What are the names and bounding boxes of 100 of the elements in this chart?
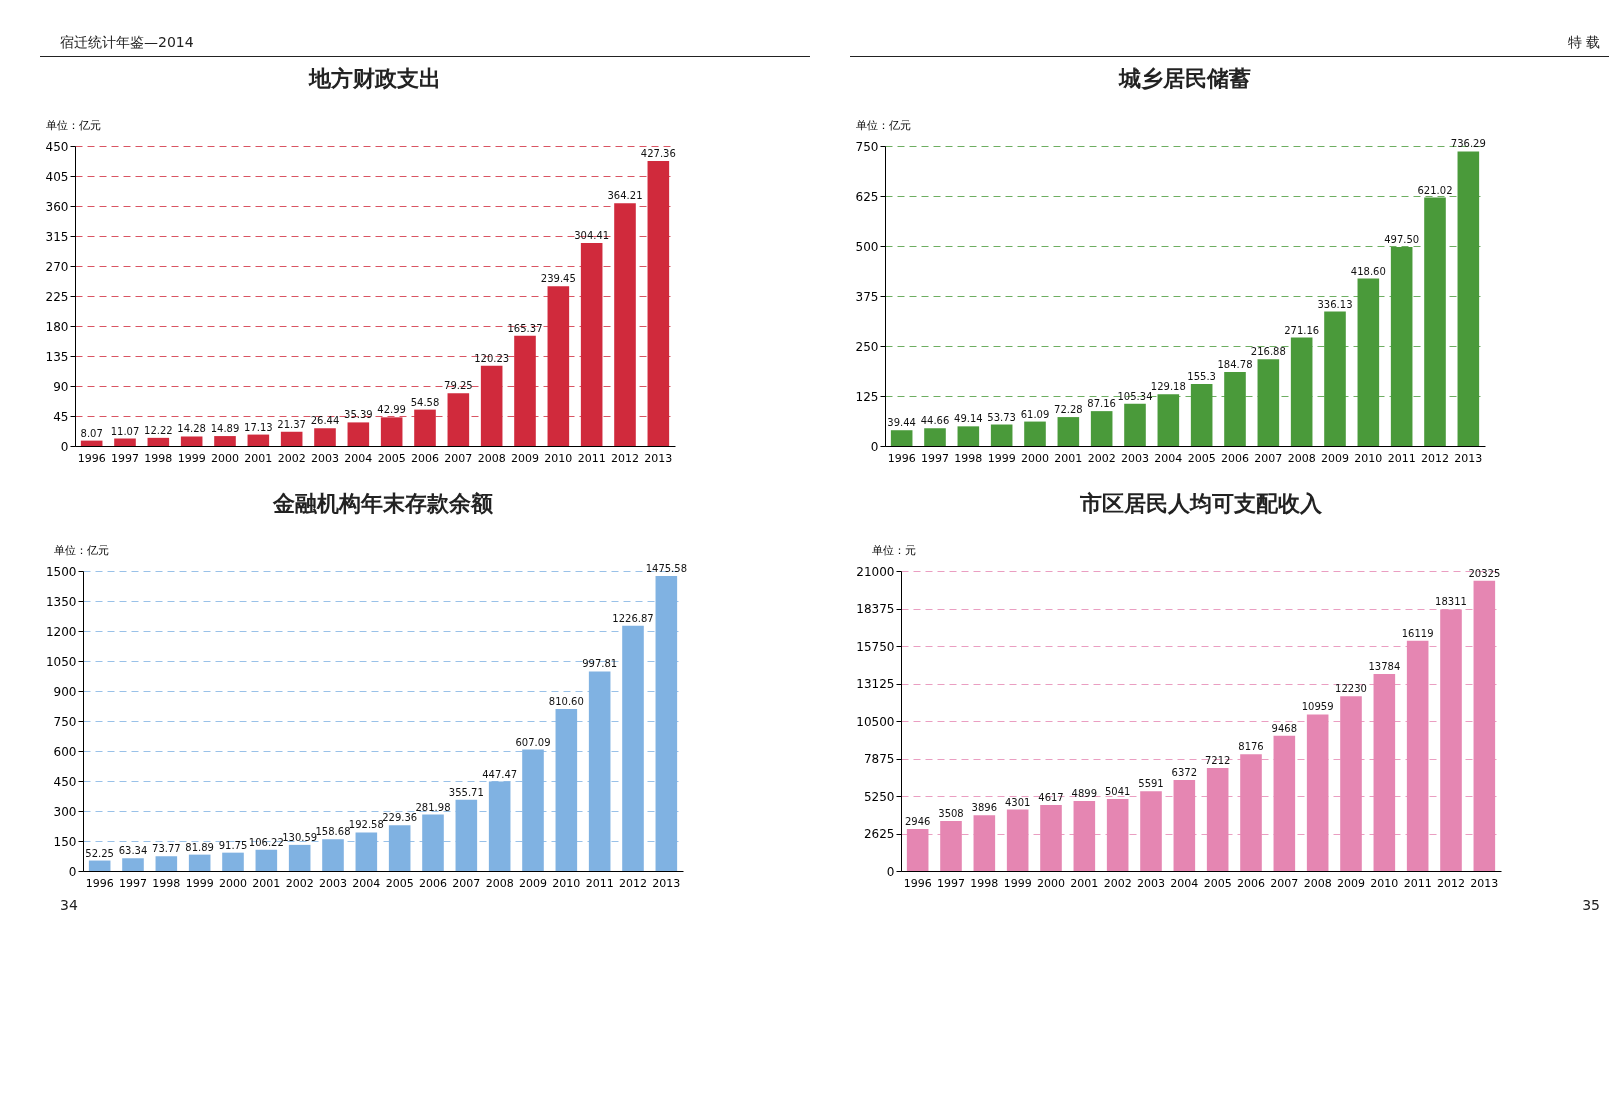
bar — [188, 854, 211, 871]
data-label: 997.81 — [582, 658, 618, 670]
x-tick-label: 2011 — [1403, 876, 1432, 890]
data-label: 5591 — [1138, 778, 1164, 790]
bar — [214, 436, 236, 446]
y-tick-label: 600 — [53, 744, 77, 759]
bar — [957, 426, 980, 446]
x-tick-label: 2004 — [352, 876, 381, 890]
bar — [990, 424, 1013, 446]
chart-title: 金融机构年末存款余额 — [272, 491, 494, 516]
y-tick-label: 1200 — [45, 624, 77, 639]
bar — [1124, 403, 1146, 446]
x-tick-label: 2007 — [1254, 451, 1283, 465]
data-label: 129.18 — [1150, 381, 1186, 393]
data-label: 17.13 — [244, 421, 273, 433]
data-label: 8.07 — [80, 427, 103, 439]
x-tick-label: 1997 — [111, 451, 139, 465]
data-label: 81.89 — [185, 841, 214, 853]
y-tick-label: 270 — [45, 259, 69, 274]
x-tick-label: 2012 — [1421, 451, 1449, 465]
x-tick-label: 2009 — [1337, 876, 1365, 890]
y-tick-label: 1350 — [45, 594, 77, 609]
bar — [80, 440, 103, 446]
data-label: 14.89 — [210, 423, 240, 435]
x-tick-label: 1998 — [152, 876, 181, 890]
y-tick-label: 15750 — [856, 639, 895, 654]
data-label: 1475.58 — [645, 562, 688, 574]
x-tick-label: 1996 — [85, 876, 114, 890]
data-label: 79.25 — [444, 380, 473, 392]
y-tick-label: 360 — [45, 199, 69, 214]
data-label: 73.77 — [152, 843, 181, 855]
x-tick-label: 2008 — [485, 876, 514, 890]
x-tick-label: 2013 — [1470, 876, 1499, 890]
data-label: 621.02 — [1417, 184, 1453, 196]
x-tick-label: 1998 — [144, 451, 173, 465]
x-tick-label: 2003 — [319, 876, 347, 890]
x-tick-label: 2005 — [385, 876, 414, 890]
chart-title: 城乡居民储蓄 — [1118, 66, 1251, 91]
bar — [155, 856, 178, 871]
data-label: 13784 — [1368, 661, 1401, 673]
data-label: 7212 — [1204, 754, 1231, 766]
data-label: 1226.87 — [612, 612, 654, 624]
x-tick-label: 2000 — [211, 451, 239, 465]
data-label: 42.99 — [377, 404, 406, 416]
x-tick-label: 1996 — [77, 451, 106, 465]
y-tick-label: 2625 — [863, 827, 895, 841]
x-tick-label: 2010 — [1370, 876, 1399, 890]
x-tick-label: 1998 — [954, 451, 983, 465]
data-label: 6372 — [1171, 766, 1198, 778]
data-label: 120.23 — [474, 352, 510, 364]
x-tick-label: 1996 — [887, 451, 916, 465]
data-label: 20325 — [1468, 567, 1501, 579]
x-tick-label: 2002 — [1103, 876, 1132, 890]
x-tick-label: 1999 — [177, 451, 206, 465]
x-tick-label: 2013 — [652, 876, 681, 890]
data-label: 497.50 — [1384, 234, 1420, 245]
x-tick-label: 2007 — [452, 876, 481, 890]
data-label: 11.07 — [110, 425, 140, 437]
data-label: 16119 — [1401, 627, 1434, 639]
data-label: 87.16 — [1087, 398, 1116, 410]
bar — [314, 428, 336, 446]
y-axis-title: 单位：亿元 — [855, 118, 911, 131]
data-label: 4899 — [1071, 788, 1098, 800]
x-tick-label: 2001 — [1054, 451, 1083, 465]
data-label: 14.28 — [177, 423, 206, 435]
bar — [322, 839, 344, 871]
x-tick-label: 2007 — [1270, 876, 1299, 890]
bar — [88, 860, 111, 871]
y-tick-label: 450 — [45, 139, 69, 154]
data-label: 271.16 — [1284, 324, 1320, 336]
data-label: 229.36 — [382, 812, 418, 824]
data-label: 63.34 — [118, 845, 148, 857]
data-label: 8176 — [1238, 741, 1264, 753]
data-label: 130.59 — [282, 831, 318, 843]
x-tick-label: 2008 — [1287, 451, 1316, 465]
x-tick-label: 2008 — [1303, 876, 1332, 890]
y-tick-label: 0 — [60, 439, 69, 454]
text: 35 — [1581, 896, 1601, 915]
x-tick-label: 2012 — [619, 876, 647, 890]
data-label: 427.36 — [640, 148, 676, 160]
x-tick-label: 2001 — [1070, 876, 1099, 890]
bar — [280, 431, 303, 446]
bar — [1273, 735, 1296, 871]
x-tick-label: 1997 — [119, 876, 147, 890]
bar — [973, 815, 996, 871]
data-label: 35.39 — [344, 409, 373, 421]
x-tick-label: 2009 — [511, 451, 539, 465]
y-axis-title: 单位：亿元 — [45, 118, 101, 131]
x-tick-label: 2011 — [1387, 451, 1416, 465]
bar — [447, 393, 470, 446]
bar — [247, 434, 270, 446]
bar — [222, 852, 244, 871]
data-label: 304.41 — [574, 230, 610, 242]
y-tick-label: 405 — [45, 169, 69, 184]
text: 特 载 — [850, 30, 1609, 57]
x-tick-label: 2008 — [477, 451, 506, 465]
x-tick-label: 2002 — [1087, 451, 1116, 465]
y-tick-label: 500 — [855, 239, 879, 254]
y-tick-label: 135 — [45, 349, 69, 364]
x-tick-label: 2000 — [1037, 876, 1065, 890]
